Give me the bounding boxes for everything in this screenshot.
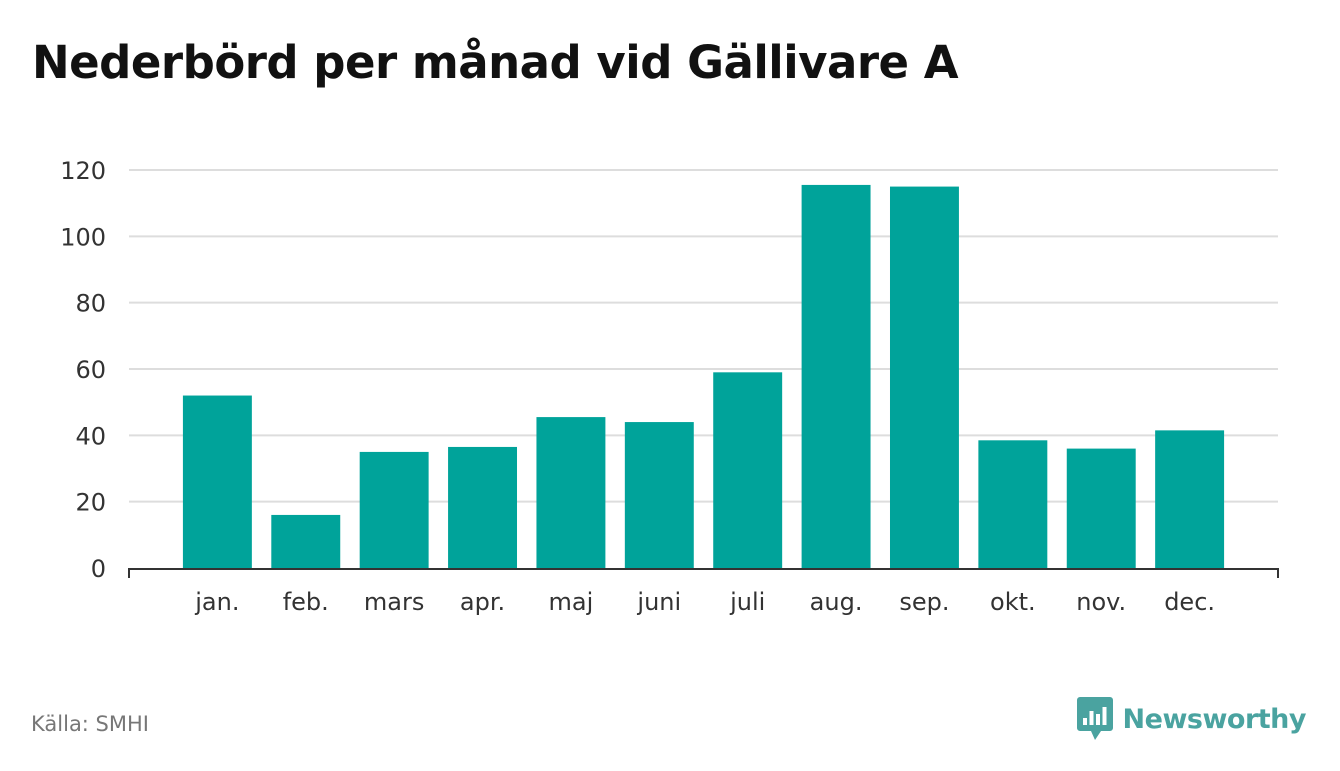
bar xyxy=(1155,430,1225,568)
y-tick-label: 40 xyxy=(75,422,106,450)
x-tick-label: dec. xyxy=(1164,588,1215,616)
y-tick-label: 120 xyxy=(60,157,106,185)
bar xyxy=(359,451,429,568)
brand-logo-link[interactable]: Newsworthy xyxy=(1076,697,1307,741)
x-tick-label: juni xyxy=(636,588,681,616)
bar xyxy=(801,184,871,569)
bar-chart-speech-bubble-icon xyxy=(1076,697,1113,740)
bar xyxy=(1066,448,1136,568)
bar xyxy=(182,395,252,568)
grid-lines xyxy=(129,169,1278,503)
source-note: Källa: SMHI xyxy=(31,712,149,736)
x-tick-label: feb. xyxy=(283,588,329,616)
bar xyxy=(713,372,783,568)
x-tick-label: nov. xyxy=(1076,588,1126,616)
chart-title: Nederbörd per månad vid Gällivare A xyxy=(32,36,959,89)
y-axis-tick-labels: 0 20 40 60 80 100 120 xyxy=(60,157,106,583)
bar xyxy=(978,440,1048,568)
x-tick-label: aug. xyxy=(810,588,863,616)
bar xyxy=(624,422,694,568)
bar xyxy=(271,514,341,568)
x-tick-label: apr. xyxy=(460,588,505,616)
x-tick-label: okt. xyxy=(990,588,1036,616)
y-tick-label: 20 xyxy=(75,489,106,517)
x-tick-label: maj xyxy=(549,588,594,616)
bar xyxy=(448,446,518,568)
y-tick-label: 0 xyxy=(91,555,106,583)
bar xyxy=(536,417,606,568)
brand-name: Newsworthy xyxy=(1122,703,1307,735)
y-tick-label: 60 xyxy=(75,356,106,384)
y-tick-label: 100 xyxy=(60,223,106,251)
bar xyxy=(889,186,959,569)
x-tick-label: juli xyxy=(729,588,765,616)
x-tick-label: sep. xyxy=(899,588,949,616)
x-axis xyxy=(128,568,1279,578)
x-axis-tick-labels: jan. feb. mars apr. maj juni juli aug. sep. okt. n… xyxy=(194,588,1215,616)
x-tick-label: jan. xyxy=(194,588,239,616)
x-tick-label: mars xyxy=(364,588,424,616)
y-tick-label: 80 xyxy=(75,290,106,318)
bars xyxy=(182,184,1225,569)
